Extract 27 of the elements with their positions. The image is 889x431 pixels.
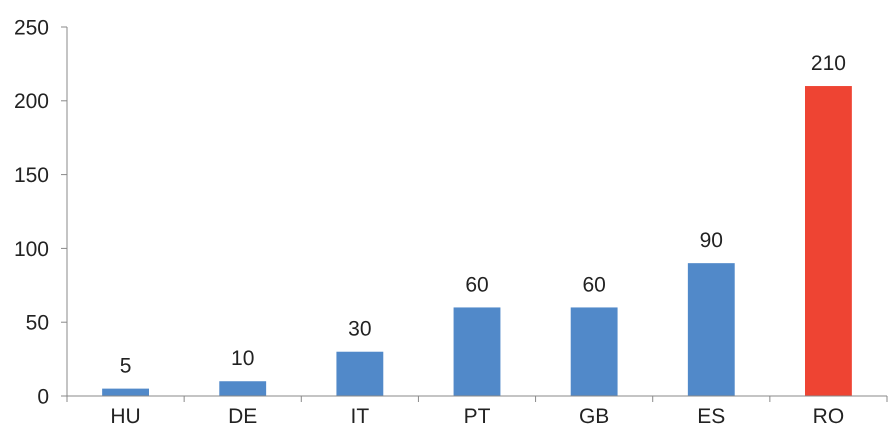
data-label: 90 bbox=[700, 229, 723, 252]
bar bbox=[102, 388, 149, 396]
x-tick-label: GB bbox=[578, 405, 610, 428]
bar bbox=[454, 307, 500, 396]
x-tick-label: PT bbox=[464, 405, 491, 428]
y-tick-label: 50 bbox=[26, 312, 49, 335]
data-label: 30 bbox=[348, 318, 372, 341]
y-tick-label: 100 bbox=[14, 238, 49, 261]
x-tick-label: DE bbox=[228, 405, 258, 428]
x-tick-label: RO bbox=[812, 405, 844, 428]
x-tick-label: ES bbox=[697, 405, 726, 428]
bar bbox=[805, 86, 852, 396]
bar bbox=[570, 307, 618, 396]
bar bbox=[688, 263, 735, 396]
y-tick-label: 200 bbox=[14, 90, 49, 114]
x-tick-label: HU bbox=[110, 405, 141, 428]
data-label: 60 bbox=[465, 273, 489, 296]
data-label: 5 bbox=[120, 354, 132, 378]
data-label: 210 bbox=[810, 52, 846, 76]
y-tick-label: 250 bbox=[14, 16, 49, 40]
bar bbox=[219, 381, 266, 396]
y-tick-label: 0 bbox=[37, 385, 49, 408]
data-label: 60 bbox=[582, 273, 606, 296]
data-label: 10 bbox=[231, 347, 254, 370]
bar bbox=[336, 352, 384, 396]
y-tick-label: 150 bbox=[14, 164, 49, 187]
x-tick-label: IT bbox=[350, 405, 370, 428]
